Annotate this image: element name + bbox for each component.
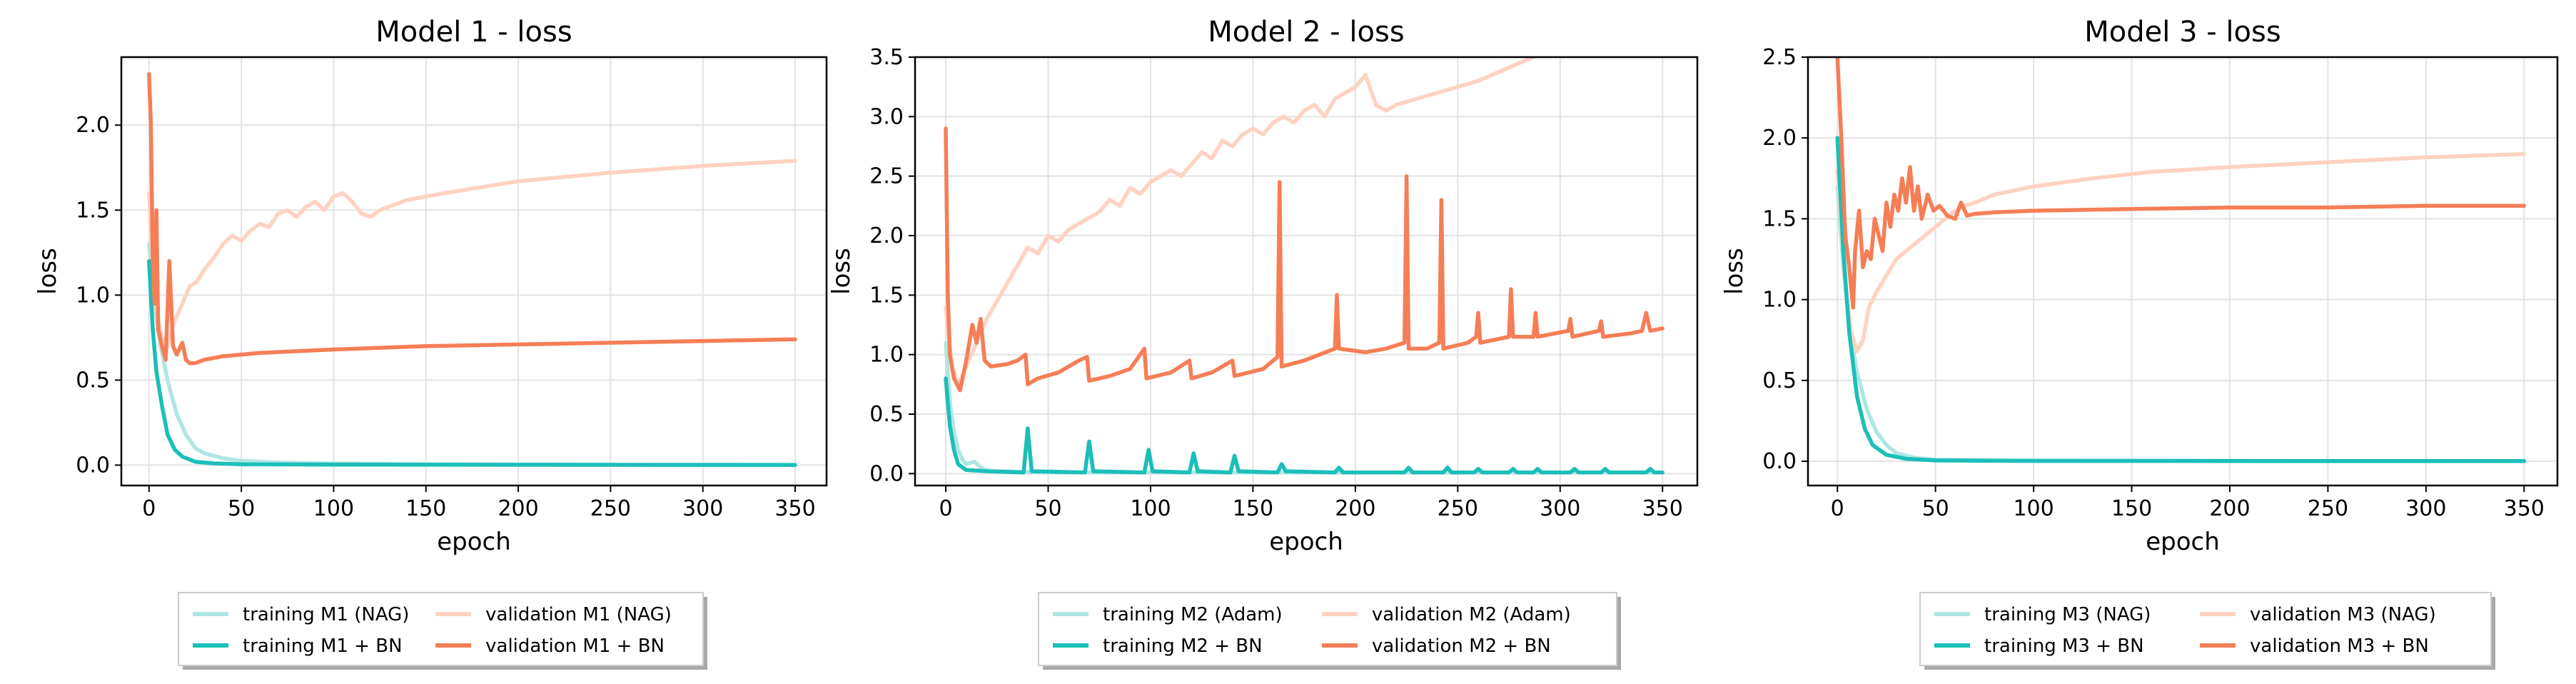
x-tick-label: 150 — [2111, 496, 2152, 521]
legend: training M1 (NAG) training M1 + BN validat… — [178, 592, 707, 670]
y-axis-label: loss — [827, 248, 856, 295]
series-line-2 — [944, 57, 1540, 387]
x-tick-label: 250 — [590, 496, 631, 521]
axes-frame — [120, 56, 828, 487]
series-group — [147, 72, 797, 467]
x-tick-label: 150 — [1233, 496, 1273, 521]
x-tick-label: 250 — [2308, 496, 2348, 521]
x-tick-label: 50 — [1034, 496, 1061, 521]
legend-box — [1919, 592, 2492, 666]
axes-frame — [914, 56, 1699, 487]
series-line-4 — [147, 72, 797, 366]
x-tick-label: 0 — [939, 496, 952, 521]
y-tick-label: 2.0 — [869, 223, 904, 248]
y-axis-label: loss — [1720, 248, 1749, 295]
series-line-1 — [1835, 184, 2527, 463]
y-tick-label: 1.0 — [869, 343, 904, 368]
y-tick-label: 3.0 — [869, 104, 904, 129]
y-tick-label: 3.5 — [869, 45, 904, 70]
legend-entry: validation M3 + BN — [2250, 635, 2429, 657]
x-tick-label: 200 — [1335, 496, 1375, 521]
series-group — [1835, 57, 2527, 463]
y-tick-label: 0.0 — [869, 461, 904, 486]
legend-entry: training M3 (NAG) — [1984, 604, 2151, 625]
legend-entry: training M1 (NAG) — [243, 604, 409, 625]
y-tick-label: 1.5 — [1762, 206, 1797, 231]
x-tick-label: 300 — [682, 496, 723, 521]
series-line-2 — [147, 159, 797, 348]
x-tick-label: 0 — [142, 496, 156, 521]
legend-entry: validation M1 (NAG) — [485, 604, 672, 625]
y-tick-label: 0.5 — [1762, 368, 1797, 393]
y-tick-label: 2.5 — [869, 164, 904, 189]
series-line-4 — [1835, 57, 2527, 310]
legend-box — [1038, 592, 1617, 666]
y-axis-label: loss — [34, 248, 62, 295]
series-group — [944, 57, 1665, 475]
legend-entry: training M3 + BN — [1984, 635, 2144, 657]
y-tick-label: 1.5 — [869, 283, 904, 308]
chart-panel-1: 0 50 100 150 200 250 300 350 0.0 0.5 1.0 1.5 2.0 Mode… — [34, 16, 828, 670]
chart-title: Model 2 - loss — [1208, 16, 1404, 49]
x-tick-label: 0 — [1831, 496, 1844, 521]
series-line-4 — [944, 126, 1665, 393]
y-tick-label: 1.0 — [76, 283, 110, 308]
x-tick-label: 200 — [497, 496, 538, 521]
x-tick-label: 100 — [1130, 496, 1171, 521]
legend-entry: validation M3 (NAG) — [2250, 604, 2436, 625]
x-tick-label: 350 — [1642, 496, 1683, 521]
legend: training M3 (NAG) training M3 + BN validat… — [1919, 592, 2495, 670]
series-line-3 — [944, 376, 1665, 475]
legend-entry: validation M2 (Adam) — [1372, 604, 1571, 625]
y-tick-label: 2.5 — [1762, 45, 1797, 70]
legend-entry: validation M2 + BN — [1372, 635, 1551, 657]
y-tick-label: 0.0 — [76, 453, 110, 478]
x-tick-label: 50 — [228, 496, 255, 521]
chart-title: Model 1 - loss — [375, 16, 572, 49]
x-axis-label: epoch — [2146, 528, 2220, 556]
legend-entry: training M2 + BN — [1103, 635, 1263, 657]
x-tick-label: 100 — [2013, 496, 2054, 521]
x-tick-label: 250 — [1438, 496, 1478, 521]
legend: training M2 (Adam) training M2 + BN valida… — [1038, 592, 1621, 670]
legend-box — [178, 592, 704, 666]
legend-entry: training M1 + BN — [243, 635, 403, 657]
x-tick-label: 300 — [2405, 496, 2446, 521]
x-axis-label: epoch — [1269, 528, 1343, 556]
x-tick-label: 350 — [774, 496, 815, 521]
y-tick-label: 1.0 — [1762, 288, 1797, 313]
x-axis-label: epoch — [437, 528, 511, 556]
y-tick-label: 2.0 — [76, 113, 110, 138]
y-tick-label: 0.5 — [869, 402, 904, 427]
legend-entry: training M2 (Adam) — [1103, 604, 1283, 625]
x-tick-label: 150 — [405, 496, 446, 521]
y-tick-label: 1.5 — [76, 198, 110, 223]
series-line-3 — [1835, 136, 2527, 463]
legend-entry: validation M1 + BN — [485, 635, 665, 657]
x-tick-label: 350 — [2504, 496, 2545, 521]
y-tick-label: 0.0 — [1762, 449, 1797, 474]
y-tick-label: 0.5 — [76, 368, 110, 393]
chart-title: Model 3 - loss — [2084, 16, 2280, 49]
chart-panel-2: 0 50 100 150 200 250 300 350 0.0 0.5 1.0 1.5 2.0 2.5 3… — [827, 16, 1699, 670]
axes-frame — [1807, 56, 2559, 487]
x-tick-label: 100 — [313, 496, 354, 521]
y-tick-label: 2.0 — [1762, 126, 1797, 151]
series-line-3 — [147, 258, 797, 467]
x-tick-label: 300 — [1540, 496, 1580, 521]
x-tick-label: 50 — [1922, 496, 1949, 521]
chart-panel-3: 0 50 100 150 200 250 300 350 0.0 0.5 1.0 1.5 2.0 2.5 M… — [1720, 16, 2559, 670]
series-line-2 — [1835, 152, 2527, 353]
x-tick-label: 200 — [2209, 496, 2250, 521]
